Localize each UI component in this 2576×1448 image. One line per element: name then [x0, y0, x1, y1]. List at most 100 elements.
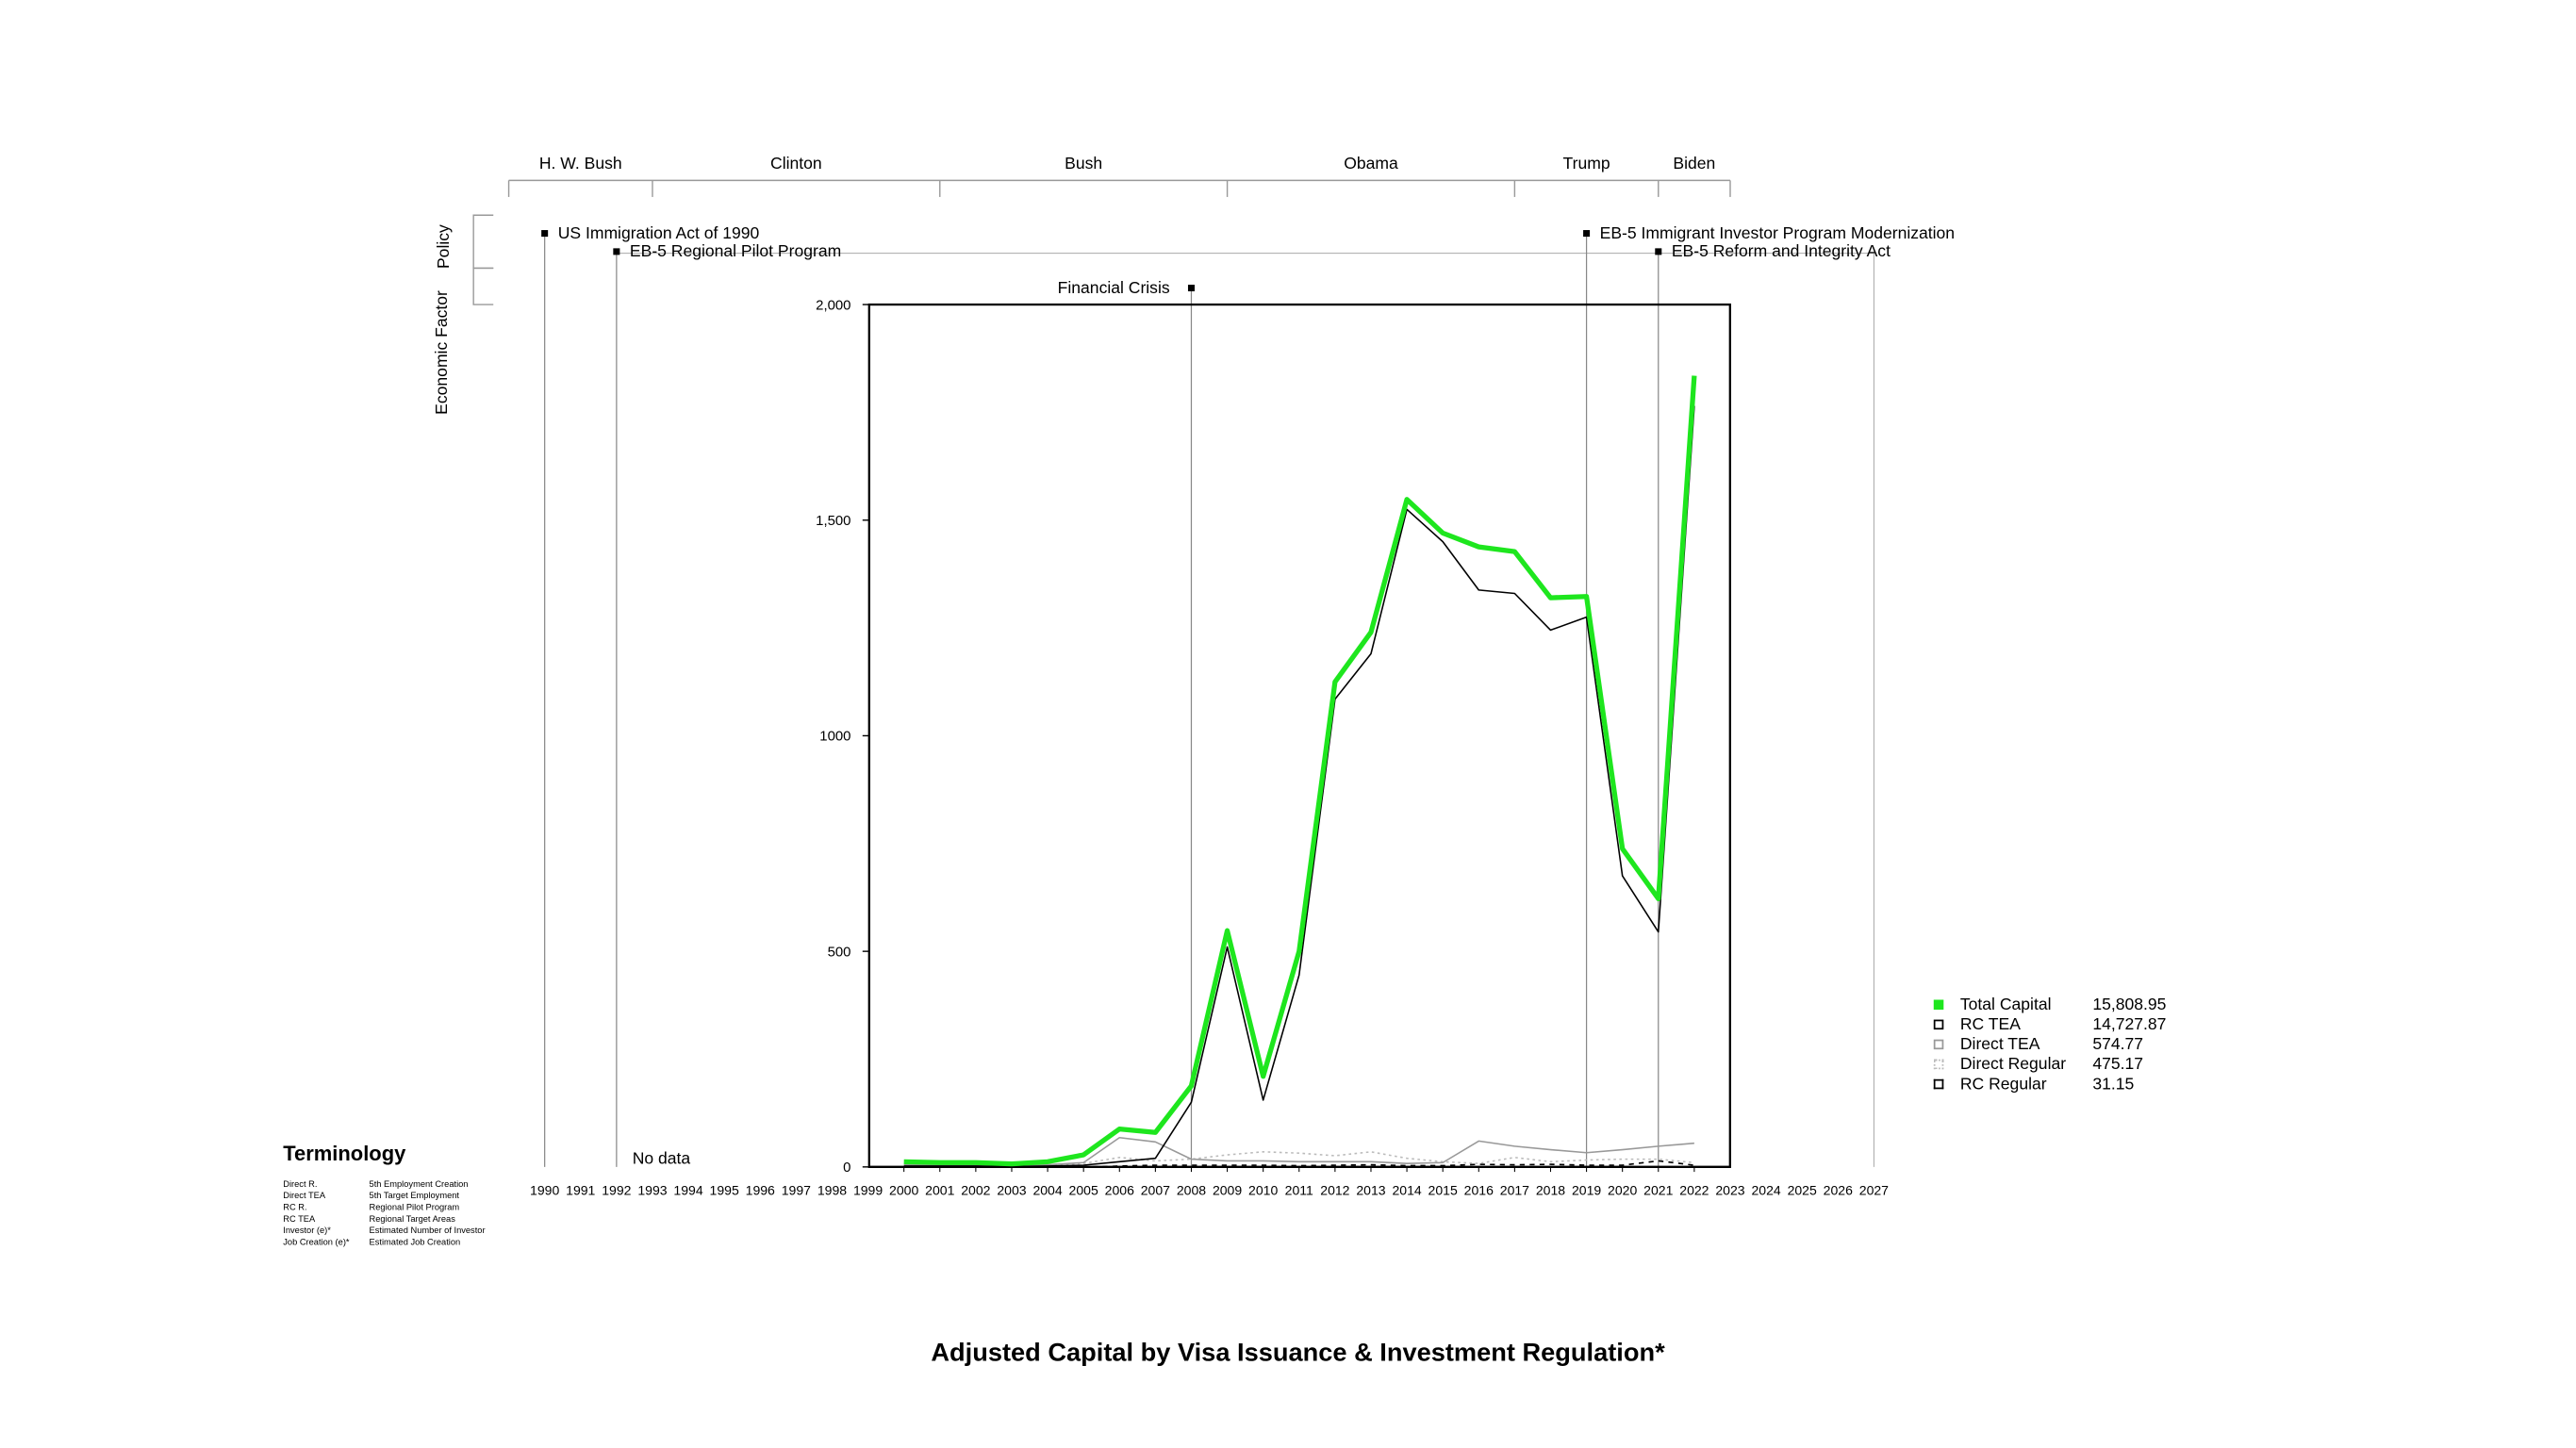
- terminology-row: Job Creation (e)* Estimated Job Creation: [283, 1238, 485, 1249]
- x-tick-label-2006: 2006: [1105, 1183, 1134, 1198]
- x-tick-label-2025: 2025: [1788, 1183, 1817, 1198]
- x-tick-label-2007: 2007: [1141, 1183, 1170, 1198]
- x-tick-label-1991: 1991: [566, 1183, 595, 1198]
- event-marker-eb-5-immigrant-investor-program-modernization: [1583, 230, 1591, 238]
- x-tick-label-1997: 1997: [782, 1183, 811, 1198]
- x-tick-label-2027: 2027: [1859, 1183, 1889, 1198]
- event-marker-us-immigration-act-of-1990: [541, 230, 549, 238]
- legend-item-direct-regular: Direct Regular 475.17: [1933, 1056, 2144, 1076]
- terminology-value: 5th Target Employment: [369, 1192, 460, 1202]
- x-tick-label-2024: 2024: [1751, 1183, 1780, 1198]
- chart-title: Adjusted Capital by Visa Issuance & Inve…: [931, 1339, 1665, 1368]
- legend-label: Total Capital: [1959, 996, 2052, 1015]
- terminology-value: Regional Target Areas: [369, 1214, 455, 1226]
- terminology-block: Terminology Direct R. 5th Employment Crea…: [283, 1143, 485, 1250]
- terminology-row: RC TEA Regional Target Areas: [283, 1215, 485, 1226]
- x-tick-label-2021: 2021: [1643, 1183, 1673, 1198]
- legend-label: Direct TEA: [1959, 1036, 2040, 1055]
- president-label-trump: Trump: [1563, 154, 1610, 173]
- terminology-title: Terminology: [283, 1142, 406, 1166]
- terminology-key: Job Creation (e)*: [283, 1238, 350, 1248]
- y-tick-label: 1000: [819, 729, 850, 745]
- legend-item-rc-regular: RC Regular 31.15: [1933, 1076, 2135, 1095]
- terminology-value: Estimated Job Creation: [369, 1238, 461, 1248]
- legend-value: 475.17: [2092, 1056, 2144, 1075]
- legend-item-direct-tea: Direct TEA 574.77: [1933, 1036, 2144, 1056]
- event-marker-eb-5-regional-pilot-program: [613, 248, 620, 255]
- legend-label: Direct Regular: [1959, 1056, 2067, 1075]
- terminology-value: Regional Pilot Program: [369, 1203, 460, 1214]
- terminology-row: RC R. Regional Pilot Program: [283, 1203, 485, 1214]
- x-tick-label-2019: 2019: [1572, 1183, 1601, 1198]
- event-marker-financial-crisis: [1187, 284, 1195, 292]
- legend-item-rc-tea: RC TEA 14,727.87: [1933, 1016, 2167, 1036]
- legend-swatch-rc-tea: [1933, 1020, 1944, 1030]
- legend-swatch-rc-regular: [1933, 1079, 1944, 1090]
- policy-bracket: [472, 214, 494, 270]
- economic-factor-bracket: [472, 267, 494, 305]
- x-tick-label-2011: 2011: [1285, 1183, 1313, 1198]
- terminology-key: Investor (e)*: [283, 1226, 331, 1237]
- terminology-key: RC R.: [283, 1203, 307, 1214]
- event-marker-eb-5-reform-and-integrity-act: [1655, 248, 1662, 255]
- y-tick-label: 500: [828, 944, 851, 960]
- terminology-row: Direct R. 5th Employment Creation: [283, 1180, 485, 1192]
- x-tick-label-1999: 1999: [853, 1183, 883, 1198]
- x-tick-label-2010: 2010: [1248, 1183, 1278, 1198]
- series-line-direct-regular: [903, 1151, 1694, 1167]
- x-tick-label-2023: 2023: [1715, 1183, 1744, 1198]
- x-tick-label-1990: 1990: [530, 1183, 559, 1198]
- legend-value: 14,727.87: [2092, 1016, 2167, 1035]
- x-tick-label-2003: 2003: [997, 1183, 1026, 1198]
- series-line-rc-tea: [903, 405, 1695, 1168]
- legend-value: 31.15: [2092, 1076, 2135, 1094]
- x-tick-label-1996: 1996: [746, 1183, 775, 1198]
- terminology-row: Direct TEA 5th Target Employment: [283, 1192, 485, 1203]
- no-data-label: No data: [633, 1148, 691, 1167]
- terminology-key: Direct R.: [283, 1179, 318, 1191]
- terminology-value: Estimated Number of Investor: [369, 1226, 486, 1237]
- terminology-row: Investor (e)* Estimated Number of Investo…: [283, 1226, 485, 1238]
- x-tick-label-1998: 1998: [817, 1183, 847, 1198]
- x-tick-label-2015: 2015: [1428, 1183, 1458, 1198]
- legend-label: RC Regular: [1959, 1076, 2047, 1094]
- x-tick-label-2002: 2002: [961, 1183, 990, 1198]
- x-tick-label-2008: 2008: [1177, 1183, 1206, 1198]
- side-label-policy: Policy: [434, 224, 453, 269]
- president-label-h-w-bush: H. W. Bush: [539, 154, 622, 173]
- legend-item-total-capital: Total Capital 15,808.95: [1933, 996, 2167, 1016]
- event-label-eb-5-regional-pilot-program: EB-5 Regional Pilot Program: [630, 241, 841, 260]
- series-line-total-capital: [903, 375, 1697, 1167]
- terminology-value: 5th Employment Creation: [369, 1179, 469, 1191]
- event-label-financial-crisis: Financial Crisis: [1058, 278, 1170, 297]
- x-tick-label-2020: 2020: [1608, 1183, 1637, 1198]
- legend-swatch-direct-regular: [1933, 1060, 1944, 1070]
- side-label-economic-factor: Economic Factor: [432, 290, 451, 415]
- terminology-key: RC TEA: [283, 1214, 316, 1226]
- y-tick-label: 0: [843, 1160, 850, 1176]
- x-tick-label-1994: 1994: [673, 1183, 702, 1198]
- event-label-us-immigration-act-of-1990: US Immigration Act of 1990: [558, 223, 760, 242]
- x-tick-label-2012: 2012: [1320, 1183, 1349, 1198]
- terminology-key: Direct TEA: [283, 1192, 326, 1202]
- legend-swatch-total-capital: [1933, 1000, 1944, 1011]
- y-tick-label: 2,000: [816, 297, 850, 313]
- x-tick-label-2014: 2014: [1392, 1183, 1421, 1198]
- x-tick-label-2016: 2016: [1464, 1183, 1494, 1198]
- x-tick-label-2017: 2017: [1500, 1183, 1529, 1198]
- president-label-obama: Obama: [1344, 154, 1398, 173]
- x-tick-label-2022: 2022: [1679, 1183, 1709, 1198]
- plot-frame: [867, 303, 1731, 1168]
- x-tick-label-2005: 2005: [1069, 1183, 1098, 1198]
- x-tick-label-1995: 1995: [710, 1183, 739, 1198]
- event-label-eb-5-immigrant-investor-program-modernization: EB-5 Immigrant Investor Program Moderniz…: [1600, 223, 1955, 242]
- legend-label: RC TEA: [1959, 1016, 2021, 1035]
- legend-value: 15,808.95: [2092, 996, 2167, 1015]
- legend-value: 574.77: [2092, 1036, 2144, 1055]
- x-tick-label-2001: 2001: [925, 1183, 954, 1198]
- x-tick-label-2009: 2009: [1213, 1183, 1242, 1198]
- president-label-bush: Bush: [1065, 154, 1102, 173]
- president-label-clinton: Clinton: [770, 154, 822, 173]
